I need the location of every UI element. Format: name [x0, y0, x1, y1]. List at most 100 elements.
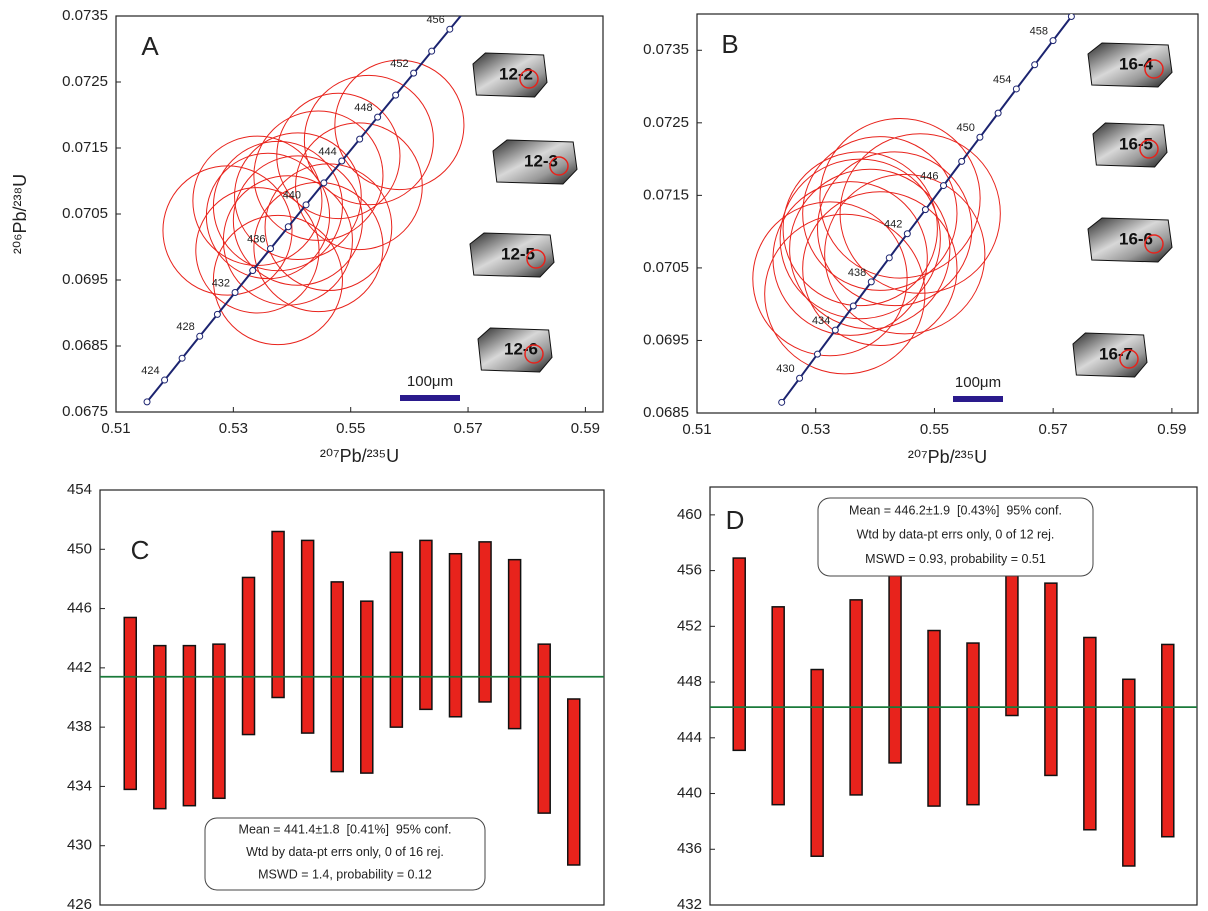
error-bar — [567, 698, 581, 866]
concordia-point — [410, 69, 418, 77]
y-tick-label: 452 — [677, 617, 702, 634]
y-tick-label: 438 — [67, 718, 92, 735]
zircon-image — [1072, 332, 1148, 378]
y-tick-label: 432 — [677, 896, 702, 911]
scale-bar — [400, 395, 460, 401]
x-axis-label: ²⁰⁷Pb/²³⁵U — [908, 447, 987, 467]
concordia-point — [885, 254, 893, 262]
zircon-image — [1087, 217, 1173, 263]
x-tick-label: 0.59 — [1157, 421, 1186, 438]
stats-box — [817, 497, 1094, 577]
concordia-point — [976, 133, 984, 141]
plot-frame — [696, 13, 1199, 414]
concordia-point — [161, 376, 169, 384]
plot-frame — [99, 489, 605, 906]
age-label: 454 — [993, 74, 1011, 86]
y-tick-label: 0.0715 — [643, 186, 689, 203]
error-ellipse — [212, 214, 343, 346]
y-tick-label: 0.0715 — [62, 139, 108, 156]
y-tick-label: 446 — [67, 600, 92, 617]
error-bar — [123, 616, 137, 791]
error-bar — [448, 552, 463, 718]
error-ellipse — [779, 158, 941, 320]
stats-line: Mean = 446.2±1.9 [0.43%] 95% conf. — [849, 503, 1062, 517]
error-bar — [927, 629, 941, 807]
error-ellipse — [824, 173, 986, 335]
age-label: 424 — [141, 365, 159, 377]
y-tick-label: 440 — [677, 785, 702, 802]
zircon-image — [492, 139, 578, 185]
error-ellipse — [232, 155, 363, 286]
zircon-image — [1087, 42, 1173, 88]
concordia-point — [1031, 61, 1039, 69]
y-axis-label: ²⁰⁶Pb/²³⁸U — [10, 174, 30, 254]
stats-box — [204, 817, 486, 891]
y-tick-label: 0.0725 — [643, 114, 689, 131]
y-tick-label: 450 — [67, 540, 92, 557]
grain-label: 12-5 — [501, 244, 535, 263]
plot-frame — [709, 486, 1198, 906]
concordia-point — [940, 182, 948, 190]
age-label: 446 — [920, 170, 938, 182]
panel-letter: A — [141, 31, 159, 61]
y-tick-label: 0.0735 — [643, 41, 689, 58]
x-axis-label: ²⁰⁷Pb/²³⁵U — [320, 446, 399, 466]
age-label: 434 — [812, 315, 830, 327]
x-tick-label: 0.51 — [682, 421, 711, 438]
error-bar — [1083, 636, 1097, 831]
error-bar — [810, 668, 824, 857]
age-label: 442 — [884, 219, 902, 231]
stats-line: Mean = 441.4±1.8 [0.41%] 95% conf. — [239, 822, 452, 836]
stats-line: Wtd by data-pt errs only, 0 of 12 rej. — [857, 528, 1055, 542]
concordia-point — [831, 326, 839, 334]
concordia-point — [796, 374, 804, 382]
panel-letter: D — [726, 505, 745, 535]
y-tick-label: 434 — [67, 777, 92, 794]
spot-marker — [1119, 349, 1139, 369]
concordia-point — [356, 135, 364, 143]
error-bar — [360, 600, 374, 774]
spot-marker — [1144, 234, 1164, 254]
scale-bar-label: 100μm — [407, 373, 453, 390]
x-tick-label: 0.57 — [453, 420, 482, 437]
error-ellipse — [764, 213, 926, 375]
error-bar — [537, 643, 551, 814]
y-tick-label: 0.0705 — [62, 205, 108, 222]
age-label: 428 — [176, 321, 194, 333]
error-bar — [419, 539, 433, 711]
x-tick-label: 0.59 — [571, 420, 600, 437]
concordia-point — [849, 302, 857, 310]
y-tick-label: 0.0685 — [62, 337, 108, 354]
stats-line: MSWD = 1.4, probability = 0.12 — [258, 867, 432, 881]
age-label: 436 — [247, 234, 265, 246]
y-tick-label: 0.0685 — [643, 404, 689, 421]
error-bar — [153, 644, 167, 810]
x-tick-label: 0.55 — [920, 421, 949, 438]
age-label: 448 — [354, 102, 372, 114]
y-tick-label: 0.0725 — [62, 73, 108, 90]
concordia-point — [867, 278, 875, 286]
error-ellipse — [253, 181, 384, 313]
concordia-point — [196, 332, 204, 340]
x-tick-label: 0.57 — [1039, 421, 1068, 438]
concordia-point — [143, 398, 151, 406]
error-bar — [771, 606, 785, 806]
y-tick-label: 460 — [677, 506, 702, 523]
concordia-point — [1049, 37, 1057, 45]
concordia-point — [320, 179, 328, 187]
spot-marker — [549, 156, 569, 176]
grain-label: 16-6 — [1119, 229, 1153, 248]
error-ellipse — [802, 191, 958, 347]
concordia-point — [994, 109, 1002, 117]
error-ellipse — [303, 74, 434, 206]
x-tick-label: 0.53 — [219, 420, 248, 437]
grain-label: 16-5 — [1119, 134, 1153, 153]
age-label: 456 — [426, 14, 444, 26]
concordia-point — [249, 267, 257, 275]
scale-bar — [953, 396, 1003, 402]
spot-marker — [526, 249, 546, 269]
y-tick-label: 442 — [67, 659, 92, 676]
concordia-point — [428, 47, 436, 55]
concordia-point — [813, 350, 821, 358]
stats-line: MSWD = 0.93, probability = 0.51 — [865, 552, 1046, 566]
